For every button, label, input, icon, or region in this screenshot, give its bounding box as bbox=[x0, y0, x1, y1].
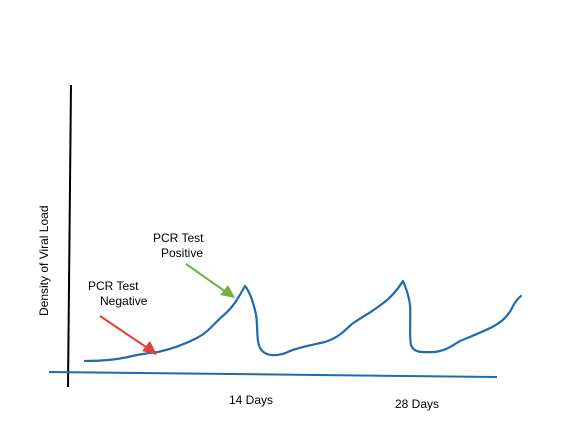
annotation-positive-line2: Positive bbox=[161, 246, 203, 260]
annotation-positive-line1: PCR Test bbox=[153, 231, 204, 245]
negative-arrow-head bbox=[142, 341, 157, 355]
annotation-negative-line1: PCR Test bbox=[88, 279, 139, 293]
viral-load-curve bbox=[83, 279, 523, 363]
positive-arrow-shaft bbox=[185, 263, 227, 293]
y-axis-line bbox=[67, 84, 72, 388]
annotation-negative-line2: Negative bbox=[100, 294, 148, 308]
negative-arrow-shaft bbox=[99, 315, 150, 350]
positive-arrow-head bbox=[220, 285, 235, 298]
annotation-pcr-positive: PCR Test Positive bbox=[153, 231, 235, 298]
x-axis-baseline bbox=[48, 371, 498, 378]
x-tick-label-28-days: 28 Days bbox=[395, 397, 439, 411]
x-tick-label-14-days: 14 Days bbox=[229, 393, 273, 407]
y-axis-label: Density of Viral Load bbox=[37, 205, 51, 316]
annotation-pcr-negative: PCR Test Negative bbox=[88, 279, 157, 355]
